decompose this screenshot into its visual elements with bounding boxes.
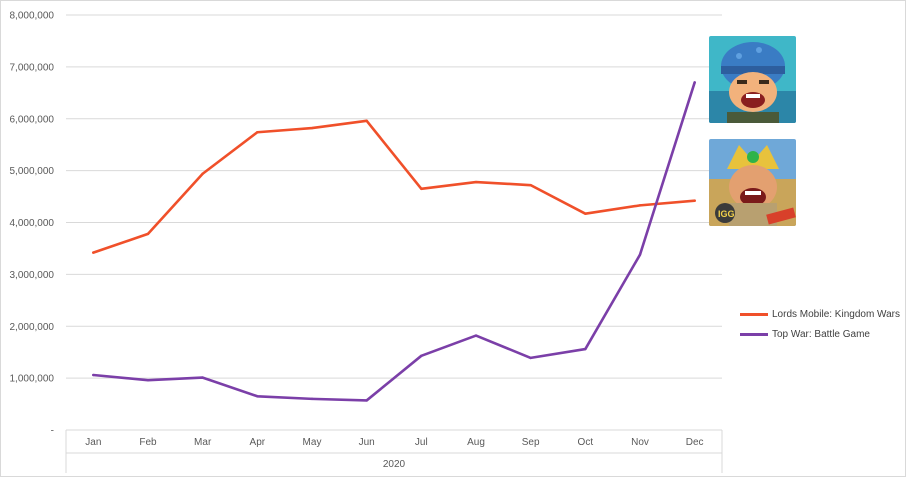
legend-label: Top War: Battle Game	[772, 329, 870, 340]
data-point	[310, 126, 314, 130]
x-tick-label: Jun	[359, 437, 375, 448]
x-tick-label: Apr	[250, 437, 266, 448]
legend-item-top-war: Top War: Battle Game	[740, 329, 870, 340]
x-tick-label: Oct	[578, 437, 594, 448]
data-point	[256, 131, 259, 134]
data-point	[420, 354, 423, 358]
data-point	[693, 81, 696, 84]
legend-item-lords-mobile: Lords Mobile: Kingdom Wars	[740, 309, 900, 320]
series-lines	[92, 81, 696, 402]
x-tick-label: Nov	[631, 437, 649, 448]
x-tick-label: Jul	[415, 437, 428, 448]
x-tick-label: Feb	[139, 437, 157, 448]
data-point	[310, 397, 314, 401]
x-group-label: 2020	[383, 459, 406, 470]
data-point	[146, 379, 150, 382]
legend-swatch-top-war	[740, 333, 768, 336]
x-tick-label: Mar	[194, 437, 212, 448]
legend-label: Lords Mobile: Kingdom Wars	[772, 309, 901, 320]
y-axis-ticks: - 1,000,000 2,000,000 3,000,000 4,000,000 5,0…	[10, 11, 55, 437]
y-tick-label: 5,000,000	[10, 166, 55, 177]
series-line-top-war	[92, 81, 696, 402]
x-tick-label: Jan	[85, 437, 101, 448]
data-point	[92, 373, 95, 377]
y-tick-label: -	[51, 426, 54, 437]
x-tick-label: Dec	[686, 437, 704, 448]
data-point	[529, 183, 532, 187]
data-point	[92, 251, 95, 254]
y-tick-label: 3,000,000	[10, 270, 55, 281]
data-point	[638, 253, 642, 256]
data-point	[365, 119, 368, 123]
y-tick-label: 8,000,000	[10, 11, 55, 22]
data-point	[201, 172, 204, 175]
y-tick-label: 6,000,000	[10, 114, 55, 125]
data-point	[420, 187, 423, 190]
data-point	[638, 204, 642, 207]
data-point	[474, 334, 478, 337]
x-tick-label: Sep	[522, 437, 540, 448]
data-point	[201, 376, 204, 379]
data-point	[584, 212, 587, 215]
legend-swatch-lords-mobile	[740, 313, 768, 316]
series-line-lords-mobile	[92, 119, 696, 254]
lords-mobile-app-icon: IGG	[709, 139, 796, 226]
data-point	[529, 356, 532, 360]
y-tick-label: 4,000,000	[10, 218, 55, 229]
data-point	[693, 199, 696, 202]
top-war-app-icon	[709, 36, 796, 123]
gridlines	[66, 14, 722, 379]
y-tick-label: 7,000,000	[10, 62, 55, 73]
data-point	[146, 232, 150, 236]
data-point	[474, 180, 478, 184]
data-point	[365, 399, 368, 402]
x-tick-label: May	[303, 437, 322, 448]
y-tick-label: 2,000,000	[10, 322, 55, 333]
y-tick-label: 1,000,000	[10, 374, 55, 385]
x-tick-label: Aug	[467, 437, 485, 448]
x-axis: Jan Feb Mar Apr May Jun Jul Aug Sep Oct Nov Dec 2020	[65, 429, 723, 473]
data-point	[256, 395, 259, 398]
svg-text:IGG: IGG	[718, 209, 735, 219]
data-point	[584, 347, 587, 351]
